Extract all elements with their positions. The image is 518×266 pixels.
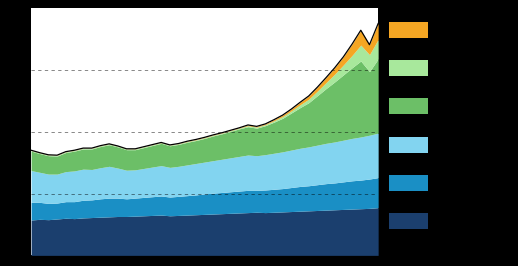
Bar bbox=[390, 175, 428, 191]
Bar bbox=[390, 98, 428, 114]
Bar bbox=[390, 213, 428, 229]
Bar bbox=[390, 22, 428, 38]
Bar bbox=[390, 137, 428, 153]
Bar bbox=[390, 60, 428, 76]
